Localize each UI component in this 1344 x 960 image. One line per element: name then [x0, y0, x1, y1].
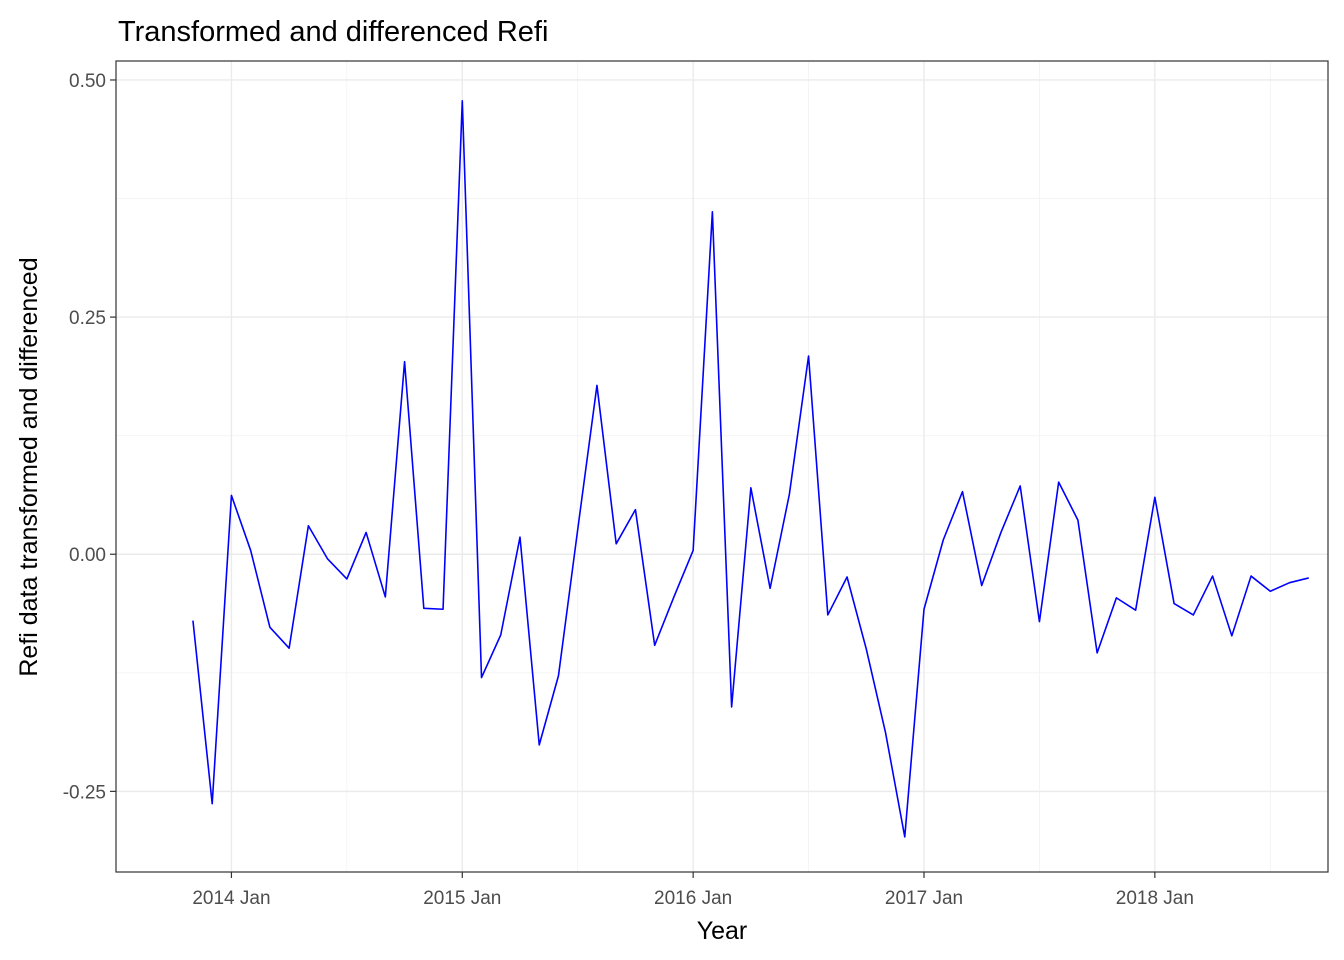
- y-tick-label: 0.25: [69, 308, 106, 329]
- chart-title: Transformed and differenced Refi: [118, 16, 548, 48]
- series-line: [192, 100, 1309, 838]
- x-axis: 2014 Jan 2015 Jan 2016 Jan 2017 Jan 2018 Jan: [192, 872, 1194, 909]
- y-tick-label: -0.25: [63, 782, 106, 803]
- x-tick-label: 2015 Jan: [423, 888, 501, 909]
- y-tick-label: 0.00: [69, 545, 106, 566]
- x-tick-label: 2016 Jan: [654, 888, 732, 909]
- x-tick-label: 2018 Jan: [1116, 888, 1194, 909]
- y-axis-title: Refi data transformed and differenced: [15, 257, 43, 676]
- major-gridlines: [116, 61, 1328, 872]
- x-tick-label: 2017 Jan: [885, 888, 963, 909]
- panel-border: [115, 60, 1329, 873]
- minor-gridlines: [116, 61, 1328, 872]
- x-tick-label: 2014 Jan: [192, 888, 270, 909]
- x-axis-title: Year: [697, 917, 748, 945]
- series-group: [192, 100, 1309, 838]
- y-tick-label: 0.50: [69, 71, 106, 92]
- y-axis: -0.25 0.00 0.25 0.50: [63, 71, 116, 803]
